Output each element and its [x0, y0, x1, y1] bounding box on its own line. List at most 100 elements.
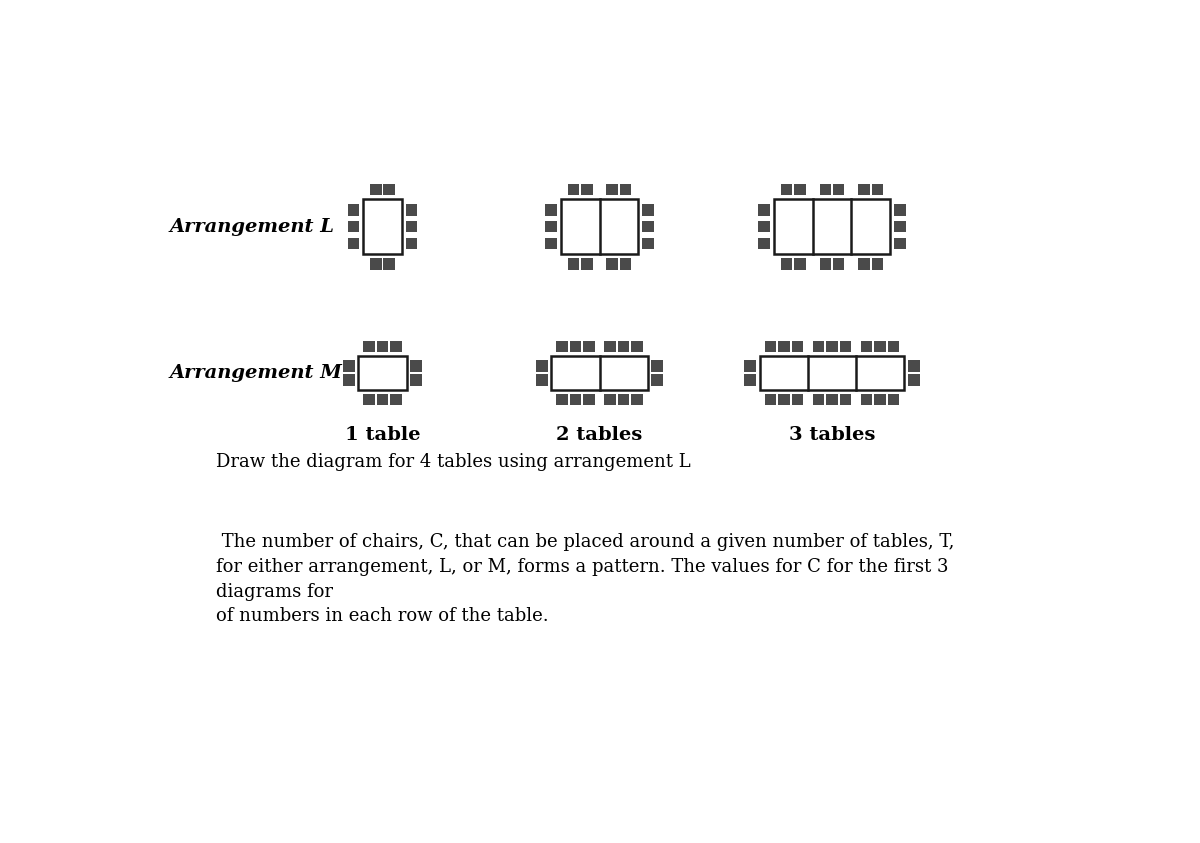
Bar [833, 258, 845, 270]
Bar [557, 341, 568, 352]
Bar [410, 361, 422, 372]
Bar [875, 341, 886, 352]
Text: 2 tables: 2 tables [557, 426, 643, 443]
Bar [792, 341, 803, 352]
Bar [568, 184, 580, 195]
Bar [631, 394, 643, 405]
Bar [758, 238, 770, 249]
Bar [581, 258, 593, 270]
Bar [536, 361, 547, 372]
Bar [858, 258, 870, 270]
Bar [826, 341, 838, 352]
Bar [406, 238, 418, 249]
Bar [894, 221, 906, 233]
Text: 3 tables: 3 tables [788, 426, 875, 443]
Bar [348, 221, 359, 233]
Bar [758, 221, 770, 233]
Bar [583, 394, 595, 405]
Bar [908, 361, 919, 372]
Bar [364, 394, 374, 405]
Bar [744, 361, 756, 372]
Bar [888, 341, 899, 352]
Text: Arrangement M: Arrangement M [169, 364, 342, 382]
Bar [618, 394, 629, 405]
Bar [764, 394, 776, 405]
Bar [406, 204, 418, 216]
Bar [894, 204, 906, 216]
Bar [560, 199, 638, 255]
Bar [568, 258, 580, 270]
Text: diagrams for: diagrams for [216, 583, 338, 601]
Text: for either arrangement, L, or M, forms a pattern. The values for C for the first: for either arrangement, L, or M, forms a… [216, 558, 948, 576]
Text: 1 table: 1 table [344, 426, 420, 443]
Bar [781, 184, 792, 195]
Text: The number of chairs, C, that can be placed around a given number of tables, T,: The number of chairs, C, that can be pla… [216, 534, 954, 551]
Bar [605, 394, 616, 405]
Bar [794, 184, 805, 195]
Bar [619, 258, 631, 270]
Bar [410, 374, 422, 385]
Bar [390, 341, 402, 352]
Bar [774, 199, 890, 255]
Bar [583, 341, 595, 352]
Bar [642, 238, 654, 249]
Bar [581, 184, 593, 195]
Bar [820, 258, 832, 270]
Bar [390, 394, 402, 405]
Bar [383, 184, 395, 195]
Text: Arrangement L: Arrangement L [169, 217, 335, 236]
Bar [812, 394, 824, 405]
Bar [826, 394, 838, 405]
Bar [642, 204, 654, 216]
Bar [552, 356, 648, 390]
Bar [619, 184, 631, 195]
Bar [606, 184, 618, 195]
Bar [871, 184, 883, 195]
Bar [377, 394, 389, 405]
Bar [652, 374, 664, 385]
Bar [606, 258, 618, 270]
Bar [359, 356, 407, 390]
Bar [348, 238, 359, 249]
Bar [840, 341, 851, 352]
Bar [871, 258, 883, 270]
Bar [570, 394, 581, 405]
Bar [652, 361, 664, 372]
Bar [778, 341, 790, 352]
Bar [343, 374, 355, 385]
Bar [370, 184, 382, 195]
Bar [860, 341, 872, 352]
Bar [370, 258, 382, 270]
Text: Draw the diagram for 4 tables using arrangement L: Draw the diagram for 4 tables using arra… [216, 453, 690, 470]
Bar [781, 258, 792, 270]
Bar [764, 341, 776, 352]
Bar [348, 204, 359, 216]
Bar [545, 221, 557, 233]
Bar [605, 341, 616, 352]
Bar [760, 356, 904, 390]
Bar [758, 204, 770, 216]
Bar [778, 394, 790, 405]
Bar [364, 199, 402, 255]
Bar [812, 341, 824, 352]
Text: of numbers in each row of the table.: of numbers in each row of the table. [216, 607, 548, 626]
Bar [557, 394, 568, 405]
Bar [377, 341, 389, 352]
Bar [545, 238, 557, 249]
Bar [642, 221, 654, 233]
Bar [858, 184, 870, 195]
Bar [908, 374, 919, 385]
Bar [894, 238, 906, 249]
Bar [545, 204, 557, 216]
Bar [820, 184, 832, 195]
Bar [888, 394, 899, 405]
Bar [570, 341, 581, 352]
Bar [792, 394, 803, 405]
Bar [875, 394, 886, 405]
Bar [406, 221, 418, 233]
Bar [833, 184, 845, 195]
Bar [860, 394, 872, 405]
Bar [631, 341, 643, 352]
Bar [744, 374, 756, 385]
Bar [383, 258, 395, 270]
